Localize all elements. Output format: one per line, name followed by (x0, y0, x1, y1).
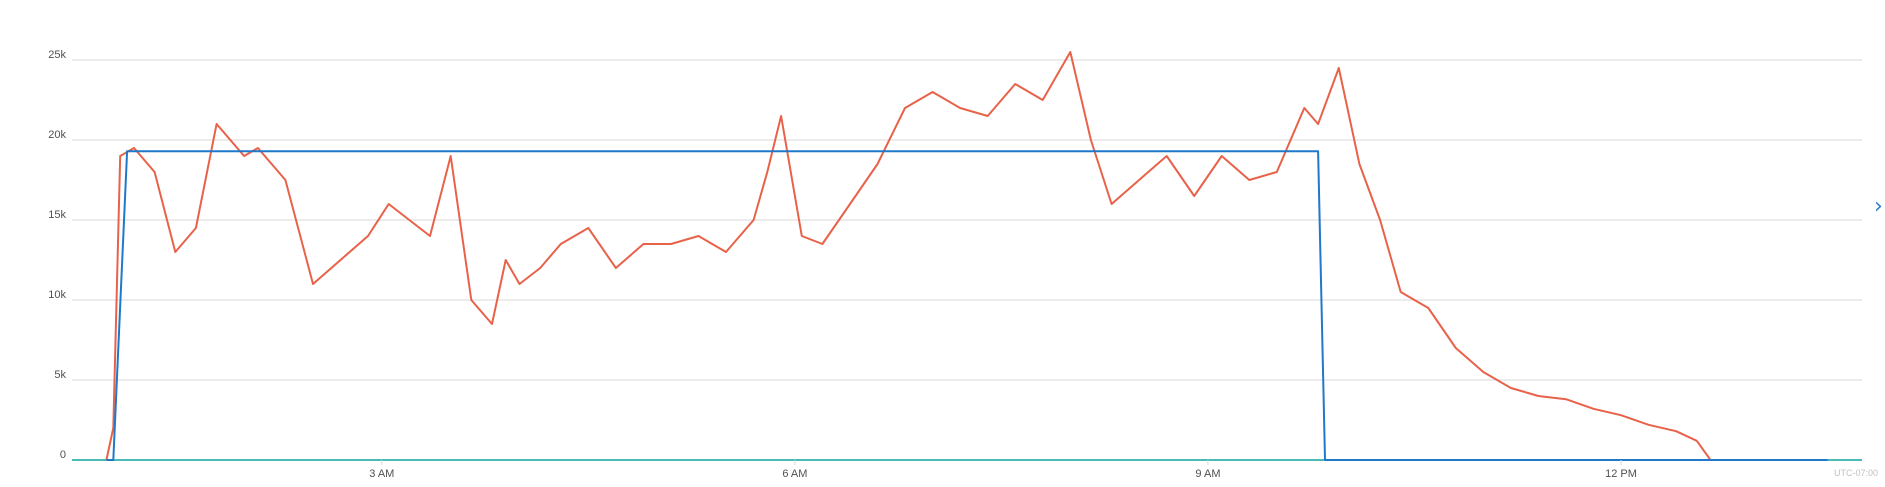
series-line-1 (105, 51, 1712, 461)
series-line-0 (106, 150, 1828, 461)
y-tick-label: 15k (48, 209, 66, 221)
x-tick-label: 3 AM (369, 468, 394, 480)
timezone-label: UTC-07:00 (1834, 468, 1878, 478)
tick-layer: 0 5k 10k 15k 20k 25k 3 AM 6 AM 9 AM 12 PM (48, 49, 1637, 480)
y-tick-label: 25k (48, 49, 66, 61)
x-tick-label: 6 AM (782, 468, 807, 480)
y-tick-label: 20k (48, 129, 66, 141)
y-tick-label: 5k (54, 369, 66, 381)
x-tick-label: 12 PM (1605, 468, 1637, 480)
y-tick-label: 10k (48, 289, 66, 301)
chevron-left-icon[interactable]: ‹ (0, 196, 1, 218)
y-tick-label: 0 (60, 449, 66, 461)
x-tick-label: 9 AM (1195, 468, 1220, 480)
chevron-right-icon[interactable]: › (1874, 194, 1883, 219)
series-layer (105, 51, 1828, 461)
